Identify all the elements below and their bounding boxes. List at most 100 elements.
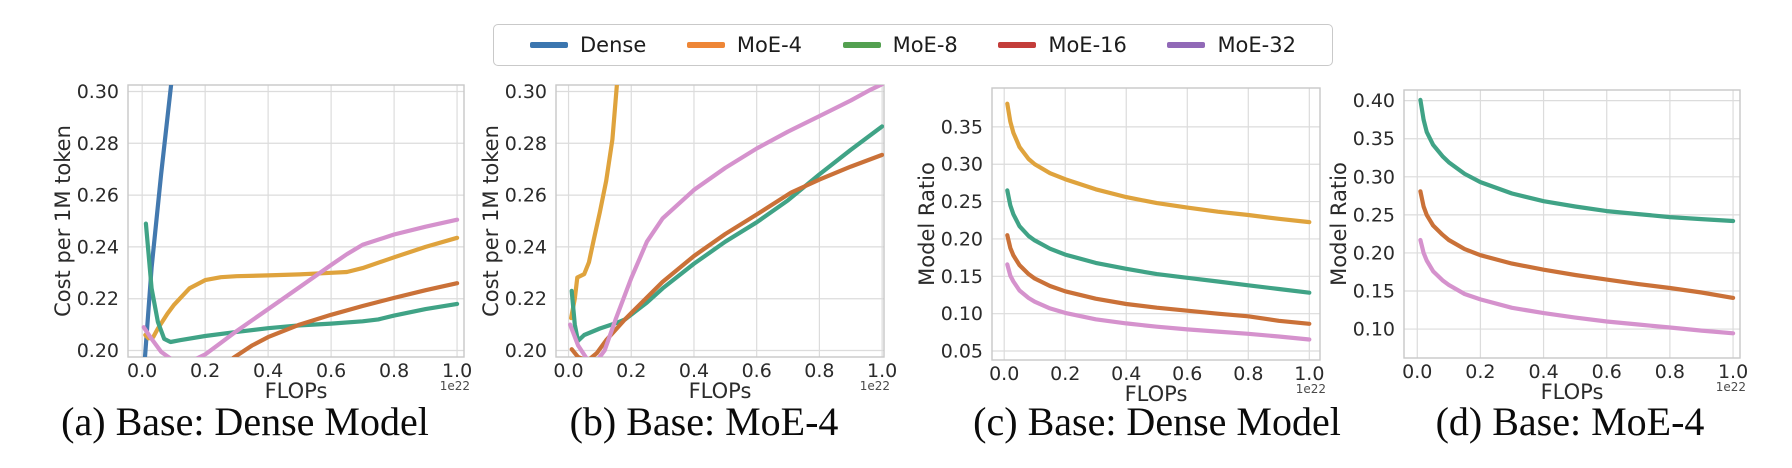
y-tick-label: 0.20 (1353, 242, 1395, 264)
y-tick-label: 0.20 (505, 340, 547, 362)
series-line-moe-8 (1005, 188, 1312, 295)
legend-label: MoE-32 (1217, 33, 1296, 57)
legend-item-moe-8: MoE-8 (842, 33, 958, 57)
y-axis-label: Model Ratio (1327, 162, 1351, 286)
y-tick-label: 0.20 (941, 228, 983, 250)
y-tick-label: 0.26 (505, 185, 547, 207)
legend-swatch-icon (1167, 42, 1206, 48)
axis-scale-offset-label: 1e22 (1296, 382, 1326, 396)
x-axis-label: FLOPs (689, 379, 752, 403)
y-tick-label: 0.20 (77, 340, 119, 362)
x-tick-label: 1.0 (442, 360, 472, 382)
series-line-moe-32 (1005, 262, 1312, 342)
x-tick-label: 0.2 (616, 360, 646, 382)
x-tick-label: 0.4 (679, 360, 709, 382)
x-tick-label: 0.2 (190, 360, 220, 382)
x-tick-label: 1.0 (867, 360, 897, 382)
legend-label: MoE-8 (892, 33, 958, 57)
x-tick-label: 0.4 (253, 360, 283, 382)
x-tick-label: 0.6 (1592, 361, 1622, 383)
y-tick-label: 0.10 (1353, 319, 1395, 341)
x-tick-label: 0.4 (1528, 361, 1558, 383)
series-line-moe-16 (231, 281, 460, 357)
legend-swatch-icon (530, 42, 568, 48)
caption-d: (d) Base: MoE-4 (1435, 399, 1705, 444)
x-axis-label: FLOPs (1541, 380, 1604, 404)
series-line-moe-16 (1418, 189, 1736, 300)
x-tick-label: 0.6 (316, 360, 346, 382)
y-tick-label: 0.30 (505, 81, 547, 103)
legend-label: Dense (580, 33, 647, 57)
plot-border (1403, 89, 1741, 359)
chart-legend: Dense MoE-4 MoE-8 MoE-16 MoE-32 (493, 24, 1333, 66)
panel-a: 0.0 0.2 0.4 0.6 0.8 1.0 0.20 0.22 0.24 0.26 0.28 0.… (51, 81, 472, 403)
axis-scale-offset-label: 1e22 (1716, 380, 1746, 394)
legend-swatch-icon (686, 42, 725, 48)
y-axis-label: Cost per 1M token (51, 125, 75, 317)
x-tick-label: 0.0 (553, 360, 583, 382)
plot-border (555, 84, 885, 358)
legend-label: MoE-16 (1048, 33, 1127, 57)
series-line-moe-16 (1005, 233, 1312, 326)
x-tick-label: 0.4 (1111, 363, 1141, 385)
x-tick-label: 0.8 (1233, 363, 1263, 385)
x-tick-label: 0.0 (127, 360, 157, 382)
y-tick-label: 0.35 (941, 116, 983, 138)
series-line-moe-4 (568, 85, 619, 321)
axis-scale-offset-label: 1e22 (440, 379, 470, 393)
y-tick-label: 0.40 (1353, 90, 1395, 112)
plot-border (127, 84, 465, 358)
series-line-moe-8 (1418, 97, 1736, 224)
x-tick-label: 0.2 (1050, 363, 1080, 385)
y-axis-label: Cost per 1M token (479, 125, 503, 317)
x-tick-label: 0.6 (742, 360, 772, 382)
legend-item-moe-32: MoE-32 (1167, 33, 1296, 57)
caption-b: (b) Base: MoE-4 (569, 399, 839, 444)
y-tick-label: 0.30 (77, 81, 119, 103)
series-line-dense (142, 85, 174, 357)
y-tick-label: 0.30 (941, 154, 983, 176)
y-tick-label: 0.15 (1353, 281, 1395, 303)
plot-border (991, 87, 1321, 361)
x-tick-label: 0.0 (1402, 361, 1432, 383)
y-tick-label: 0.24 (505, 236, 547, 258)
x-tick-label: 0.8 (804, 360, 834, 382)
series-line-moe-4 (143, 235, 460, 341)
y-tick-label: 0.24 (77, 236, 119, 258)
y-tick-label: 0.25 (1353, 204, 1395, 226)
caption-a: (a) Base: Dense Model (61, 399, 429, 444)
y-tick-label: 0.35 (1353, 128, 1395, 150)
legend-item-dense: Dense (530, 33, 646, 57)
x-axis-label: FLOPs (1125, 382, 1188, 406)
y-tick-label: 0.05 (941, 341, 983, 363)
panel-d: 0.0 0.2 0.4 0.6 0.8 1.0 0.10 0.15 0.20 0.25 0.30 0.… (1327, 89, 1748, 404)
x-tick-label: 1.0 (1294, 363, 1324, 385)
x-tick-label: 0.2 (1465, 361, 1495, 383)
legend-item-moe-4: MoE-4 (686, 33, 803, 57)
series-line-moe-32 (1418, 237, 1736, 336)
legend-swatch-icon (842, 42, 881, 48)
legend-label: MoE-4 (736, 33, 803, 57)
legend-item-moe-16: MoE-16 (998, 33, 1127, 57)
y-tick-label: 0.26 (77, 185, 119, 207)
series-line-moe-32 (567, 85, 884, 357)
panel-b: 0.0 0.2 0.4 0.6 0.8 1.0 0.20 0.22 0.24 0.26 0.28 0.… (479, 81, 897, 403)
y-tick-label: 0.30 (1353, 166, 1395, 188)
y-tick-label: 0.22 (77, 288, 119, 310)
y-tick-label: 0.25 (941, 191, 983, 213)
series-line-moe-4 (1005, 101, 1312, 225)
series-line-moe-32 (141, 217, 460, 357)
series-line-moe-8 (143, 221, 460, 345)
panel-c: 0.0 0.2 0.4 0.6 0.8 1.0 0.05 0.10 0.15 0.20 0.25 0.… (915, 87, 1326, 406)
x-tick-label: 0.0 (989, 363, 1019, 385)
x-tick-label: 0.8 (1655, 361, 1685, 383)
y-tick-label: 0.22 (505, 288, 547, 310)
axis-scale-offset-label: 1e22 (860, 379, 890, 393)
caption-c: (c) Base: Dense Model (973, 399, 1341, 444)
x-tick-label: 0.6 (1172, 363, 1202, 385)
y-tick-label: 0.15 (941, 266, 983, 288)
legend-swatch-icon (998, 42, 1037, 48)
y-tick-label: 0.28 (77, 133, 119, 155)
